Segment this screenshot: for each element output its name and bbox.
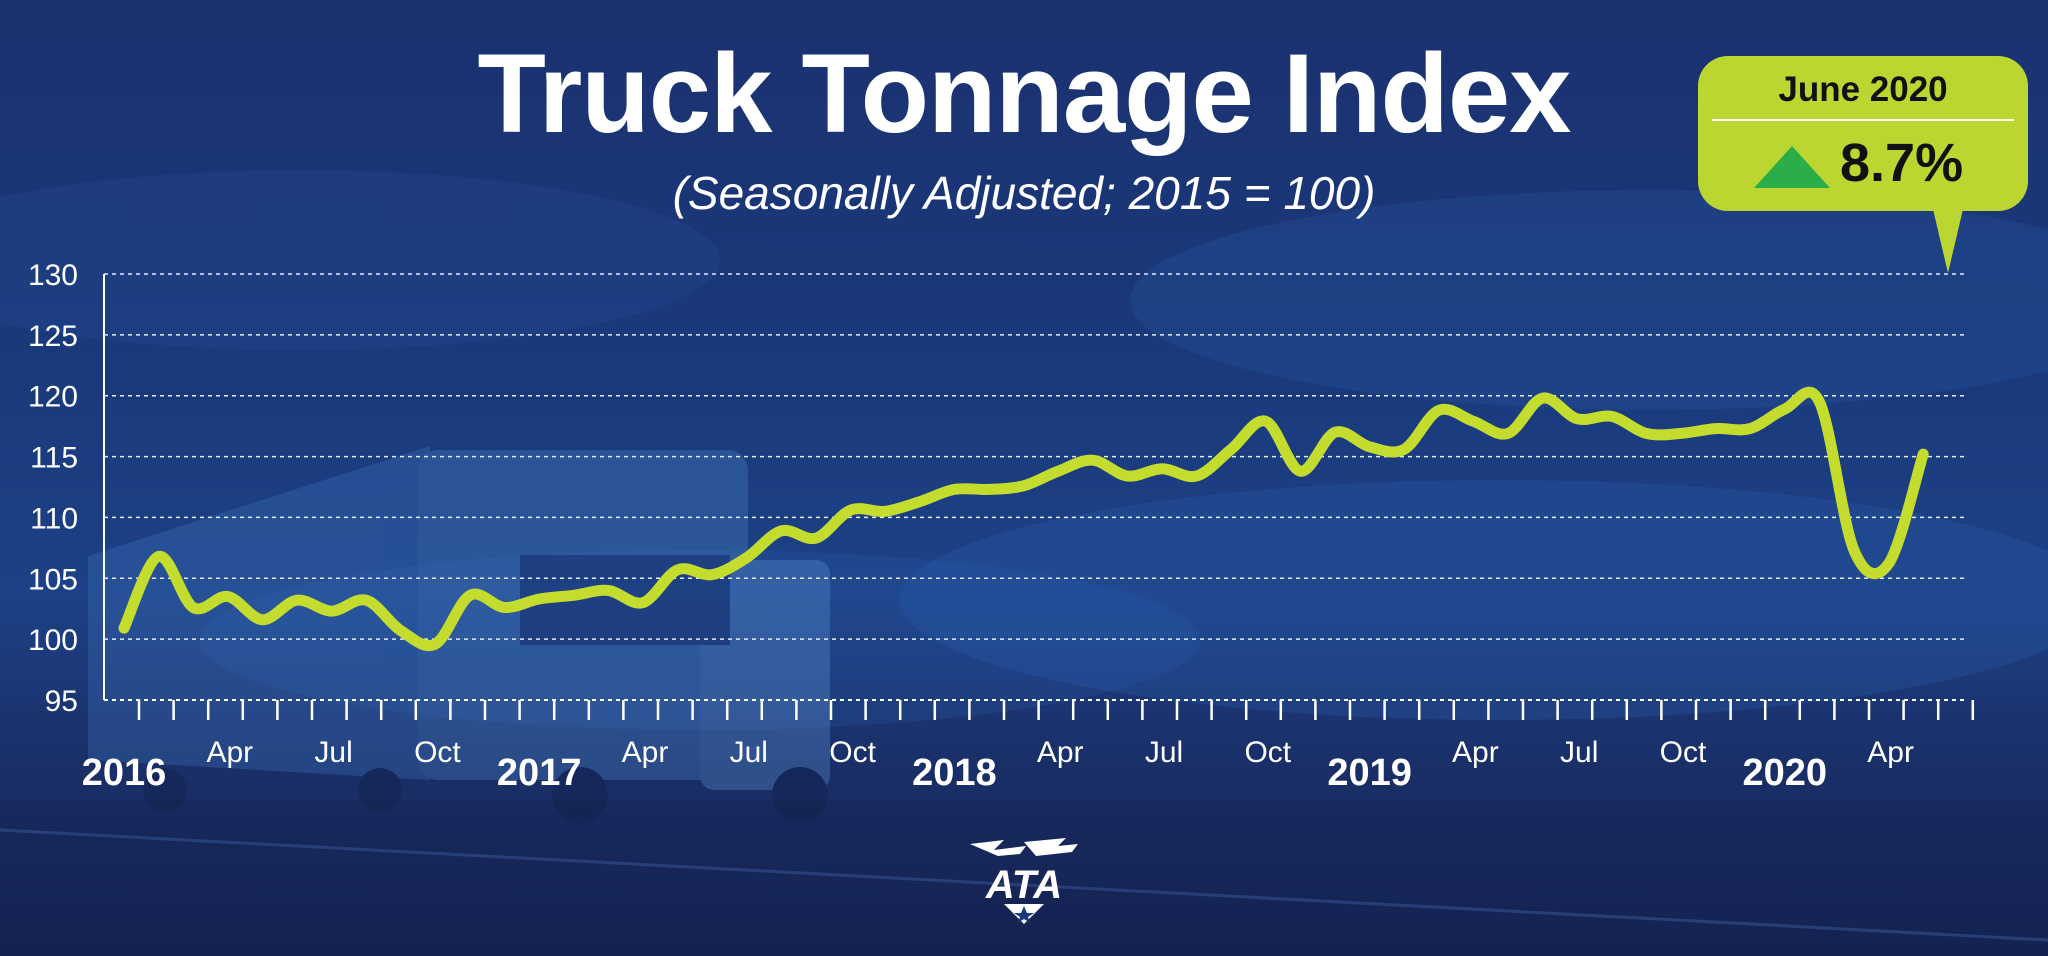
series-line-tonnage-index — [118, 386, 1929, 651]
x-year-label: 2017 — [497, 752, 582, 794]
x-month-label: Oct — [1660, 736, 1707, 769]
y-tick-label: 110 — [30, 502, 78, 535]
x-month-label: Jul — [314, 736, 352, 769]
x-month-label: Jul — [1145, 736, 1183, 769]
x-year-label: 2018 — [912, 752, 997, 794]
series-layer — [118, 386, 1929, 651]
x-month-label: Apr — [622, 736, 669, 769]
x-month-label: Oct — [414, 736, 461, 769]
latest-change-callout: June 2020 8.7% — [1698, 56, 2028, 211]
callout-percent-change: 8.7% — [1840, 133, 1964, 193]
callout-date: June 2020 — [1778, 70, 1948, 109]
x-axis-ticks: 2016 Apr Jul Oct 2017 Apr Jul Oct 2018 Apr Jul Oct 2… — [82, 700, 1975, 794]
y-tick-label: 130 — [28, 259, 78, 292]
x-year-label: 2019 — [1327, 752, 1412, 794]
x-month-label: Apr — [1867, 736, 1914, 769]
ata-logo: ATA — [970, 838, 1078, 924]
callout-divider — [1712, 119, 2014, 121]
x-month-label: Apr — [1452, 736, 1499, 769]
chart-title: Truck Tonnage Index — [477, 31, 1572, 156]
y-tick-label: 120 — [28, 381, 78, 414]
x-month-label: Oct — [829, 736, 876, 769]
x-month-label: Jul — [730, 736, 768, 769]
axes — [103, 274, 1968, 701]
y-tick-label: 95 — [45, 685, 78, 718]
callout-pointer — [1932, 205, 1964, 273]
gridlines — [104, 273, 1968, 640]
x-month-label: Jul — [1560, 736, 1598, 769]
y-tick-label: 115 — [30, 442, 78, 475]
x-month-label: Apr — [1037, 736, 1084, 769]
x-year-label: 2016 — [82, 752, 167, 794]
x-year-label: 2020 — [1743, 752, 1828, 794]
up-triangle-icon — [1754, 146, 1830, 188]
x-month-label: Oct — [1244, 736, 1291, 769]
y-tick-label: 100 — [28, 624, 78, 657]
chart-subtitle: (Seasonally Adjusted; 2015 = 100) — [672, 167, 1376, 219]
x-month-label: Apr — [206, 736, 253, 769]
ata-logo-text: ATA — [985, 863, 1062, 907]
y-axis-ticks: 95 100 105 110 115 120 125 130 — [28, 259, 78, 718]
y-tick-label: 125 — [28, 320, 78, 353]
y-tick-label: 105 — [28, 563, 78, 596]
